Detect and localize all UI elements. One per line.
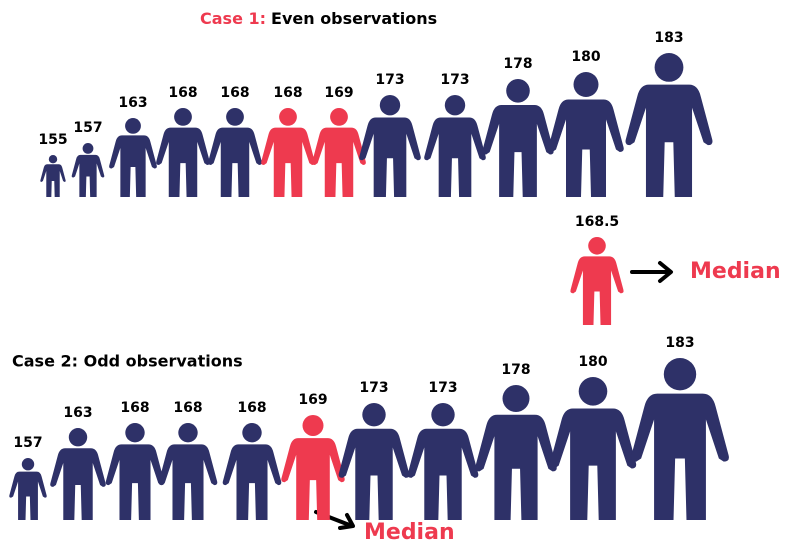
height-label: 168: [237, 400, 266, 416]
height-label: 168.5: [575, 214, 619, 230]
person: [424, 95, 486, 197]
person: [261, 108, 315, 197]
case1-title-rest: Even observations: [271, 9, 437, 28]
case2-title: Case 2: Odd observations: [12, 352, 243, 371]
height-label: 157: [13, 435, 42, 451]
case1-title-prefix: Case 1:: [200, 9, 266, 28]
height-label: 155: [38, 132, 67, 148]
person: [105, 423, 165, 520]
person: [549, 377, 637, 520]
arrow: [630, 261, 673, 283]
person: [109, 118, 157, 197]
height-label: 173: [428, 380, 457, 396]
person: [71, 143, 105, 197]
person: [475, 385, 557, 520]
case1-title: Case 1: Even observations: [200, 9, 437, 28]
person: [482, 79, 554, 197]
person: [407, 403, 479, 520]
person: [208, 108, 262, 197]
height-label: 178: [503, 56, 532, 72]
height-label: 178: [501, 362, 530, 378]
height-label: 169: [298, 392, 327, 408]
person: [548, 72, 624, 197]
height-label: 163: [63, 405, 92, 421]
person: [631, 358, 729, 520]
person: [359, 95, 421, 197]
person: [50, 428, 106, 520]
person: [625, 53, 713, 197]
height-label: 163: [118, 95, 147, 111]
height-label: 173: [359, 380, 388, 396]
person: [156, 108, 210, 197]
height-label: 180: [571, 49, 600, 65]
person: [158, 423, 218, 520]
height-label: 183: [665, 335, 694, 351]
median-label: Median: [690, 259, 781, 284]
height-label: 157: [73, 120, 102, 136]
person: [570, 237, 624, 325]
height-label: 183: [654, 30, 683, 46]
median-label: Median: [364, 520, 455, 544]
height-label: 173: [375, 72, 404, 88]
person: [222, 423, 282, 520]
person: [338, 403, 410, 520]
height-label: 168: [120, 400, 149, 416]
height-label: 173: [440, 72, 469, 88]
height-label: 168: [220, 85, 249, 101]
person: [312, 108, 366, 197]
person: [40, 155, 66, 197]
height-label: 169: [324, 85, 353, 101]
height-label: 180: [578, 354, 607, 370]
height-label: 168: [173, 400, 202, 416]
height-label: 168: [273, 85, 302, 101]
person: [9, 458, 47, 520]
person: [281, 415, 345, 520]
height-label: 168: [168, 85, 197, 101]
